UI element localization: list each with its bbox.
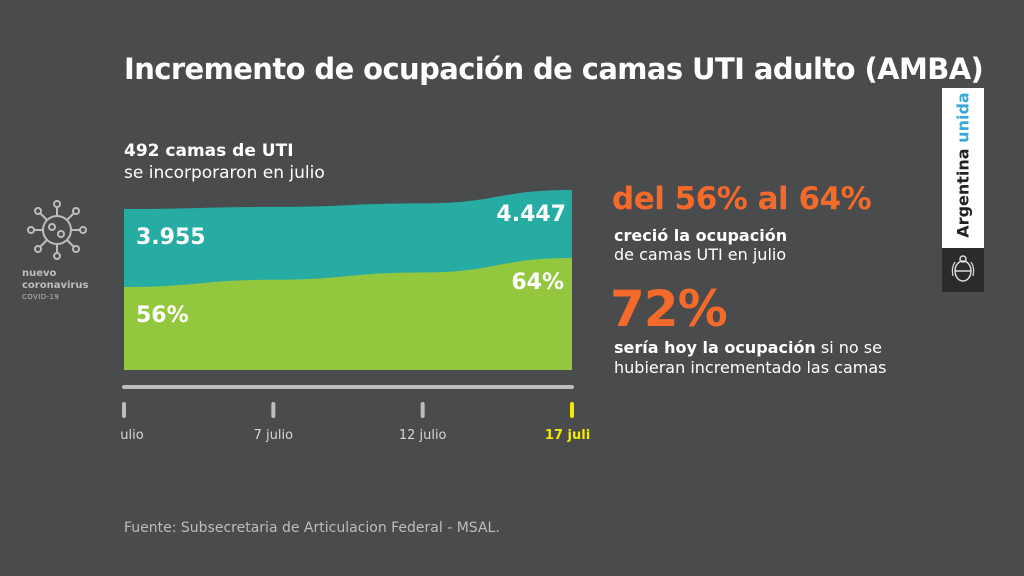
x-tick-label: 2 julio — [120, 428, 144, 443]
hypothetical-occupancy-desc-rest: si no se hubieran incrementado las camas — [614, 338, 887, 377]
argentina-unida-badge: Argentina unida — [942, 88, 984, 292]
occupancy-area — [124, 258, 572, 370]
national-seal — [942, 248, 984, 292]
coronavirus-logo: nuevo coronavirus COVID-19 — [22, 198, 92, 302]
total-end-label: 4.447 — [496, 202, 566, 227]
x-tick-label: 7 julio — [254, 428, 293, 443]
hypothetical-occupancy-desc-bold: sería hoy la ocupación — [614, 338, 816, 357]
source-note: Fuente: Subsecretaria de Articulacion Fe… — [124, 520, 500, 536]
chart-title: Incremento de ocupación de camas UTI adu… — [124, 52, 984, 86]
hypothetical-occupancy-stat: 72% — [610, 280, 728, 338]
x-tick-label: 17 julio — [545, 428, 590, 443]
occupancy-change-desc-2: de camas UTI en julio — [614, 245, 787, 264]
occupancy-change-stat: del 56% al 64% — [612, 181, 872, 217]
brand-word-1: Argentina — [953, 148, 973, 238]
logo-line-1: nuevo — [22, 268, 57, 279]
beds-added-note: se incorporaron en julio — [124, 163, 325, 183]
logo-line-2: coronavirus — [22, 280, 89, 291]
occupancy-end-label: 64% — [511, 270, 564, 295]
hypothetical-occupancy-desc: sería hoy la ocupación si no se hubieran… — [614, 338, 934, 378]
area-chart: 2 julio 7 julio 12 julio 17 julio 3.955 4.447… — [120, 190, 590, 443]
occupancy-start-label: 56% — [136, 303, 189, 328]
brand-text: Argentina unida — [954, 92, 973, 237]
beds-added-count: 492 camas de UTI — [124, 141, 294, 161]
occupancy-change-desc-1: creció la ocupación — [614, 226, 788, 245]
seal-icon — [951, 255, 975, 282]
total-start-label: 3.955 — [136, 225, 206, 250]
x-tick-label: 12 julio — [399, 428, 447, 443]
brand-word-2: unida — [953, 92, 973, 143]
virus-icon — [27, 200, 87, 260]
logo-line-3: COVID-19 — [22, 293, 60, 301]
